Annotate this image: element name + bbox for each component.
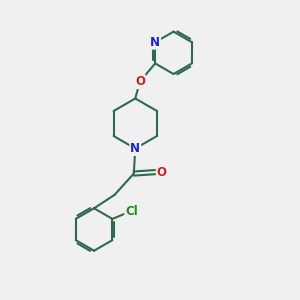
Text: N: N bbox=[130, 142, 140, 155]
Text: N: N bbox=[150, 36, 160, 49]
Text: O: O bbox=[135, 75, 145, 88]
Text: O: O bbox=[157, 166, 167, 178]
Text: Cl: Cl bbox=[125, 205, 138, 218]
